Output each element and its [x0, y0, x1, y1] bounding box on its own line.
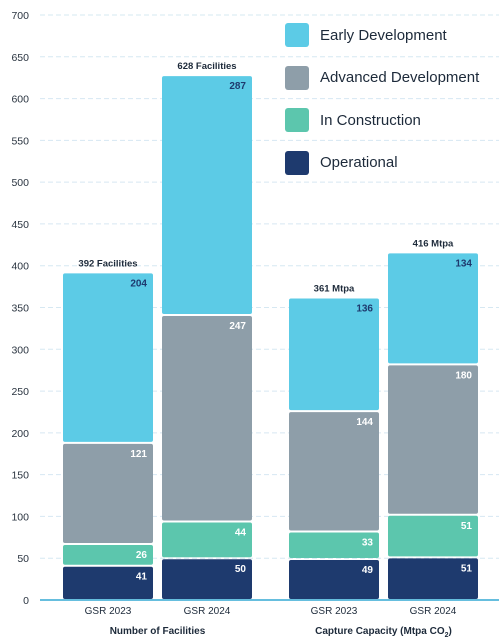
data-label: 51	[461, 521, 473, 532]
y-tick-label: 550	[11, 135, 29, 147]
bar-segment	[63, 443, 153, 544]
bar-segment	[162, 76, 252, 315]
y-tick-label: 450	[11, 219, 29, 231]
bar-total-label: 628 Facilities	[177, 61, 236, 72]
bar-segment	[162, 316, 252, 521]
data-label: 41	[136, 572, 148, 583]
legend-swatch	[285, 150, 309, 175]
group-label: Capture Capacity (Mtpa CO2)	[315, 626, 452, 639]
y-tick-label: 250	[11, 386, 29, 398]
data-label: 44	[235, 527, 247, 538]
y-tick-label: 600	[11, 94, 29, 106]
legend-label: Early Development	[320, 26, 447, 44]
data-label: 26	[136, 550, 148, 561]
bar-total-label: 416 Mtpa	[413, 238, 454, 249]
legend-item: In Construction	[285, 99, 495, 142]
legend-swatch	[285, 65, 309, 90]
x-tick-label: GSR 2023	[311, 606, 358, 617]
y-tick-label: 650	[11, 52, 29, 64]
bar-segment	[289, 532, 379, 559]
legend-swatch	[285, 23, 309, 48]
x-tick-label: GSR 2024	[184, 606, 231, 617]
chart-legend: Early Development Advanced Development In …	[285, 14, 495, 184]
bar-segment	[289, 412, 379, 531]
bar-segment	[388, 253, 478, 364]
y-tick-label: 0	[23, 595, 29, 607]
data-label: 50	[235, 564, 247, 575]
y-tick-label: 350	[11, 303, 29, 315]
y-tick-label: 300	[11, 344, 29, 356]
y-tick-label: 150	[11, 470, 29, 482]
bar-segment	[289, 560, 379, 599]
y-tick-label: 700	[11, 10, 29, 22]
data-label: 134	[455, 258, 472, 269]
bar-segment	[289, 298, 379, 411]
bar-total-label: 361 Mtpa	[314, 283, 355, 294]
data-label: 51	[461, 563, 473, 574]
data-label: 144	[356, 417, 373, 428]
bar-segment	[388, 558, 478, 599]
bar-segment	[162, 522, 252, 558]
data-label: 121	[130, 449, 147, 460]
y-tick-label: 50	[17, 553, 29, 565]
legend-item: Advanced Development	[285, 57, 495, 100]
legend-label: In Construction	[320, 111, 421, 129]
bar-segment	[63, 273, 153, 442]
data-label: 180	[455, 370, 472, 381]
group-label: Number of Facilities	[110, 626, 206, 637]
y-tick-label: 400	[11, 261, 29, 273]
y-tick-label: 200	[11, 428, 29, 440]
bar-segment	[388, 365, 478, 514]
data-label: 247	[229, 321, 246, 332]
x-tick-label: GSR 2023	[85, 606, 132, 617]
legend-swatch	[285, 108, 309, 133]
data-label: 287	[229, 81, 246, 92]
bar-segment	[63, 545, 153, 565]
legend-label: Operational	[320, 154, 398, 172]
bar-segment	[388, 515, 478, 557]
x-tick-label: GSR 2024	[410, 606, 457, 617]
legend-label: Advanced Development	[320, 69, 480, 87]
bar-segment	[162, 559, 252, 599]
data-label: 136	[356, 303, 373, 314]
legend-item: Early Development	[285, 14, 495, 57]
data-label: 33	[362, 537, 374, 548]
y-tick-label: 500	[11, 177, 29, 189]
bar-total-label: 392 Facilities	[78, 258, 137, 269]
data-label: 49	[362, 565, 374, 576]
bar-segment	[63, 566, 153, 599]
data-label: 204	[130, 278, 147, 289]
legend-item: Operational	[285, 142, 495, 185]
y-tick-label: 100	[11, 511, 29, 523]
